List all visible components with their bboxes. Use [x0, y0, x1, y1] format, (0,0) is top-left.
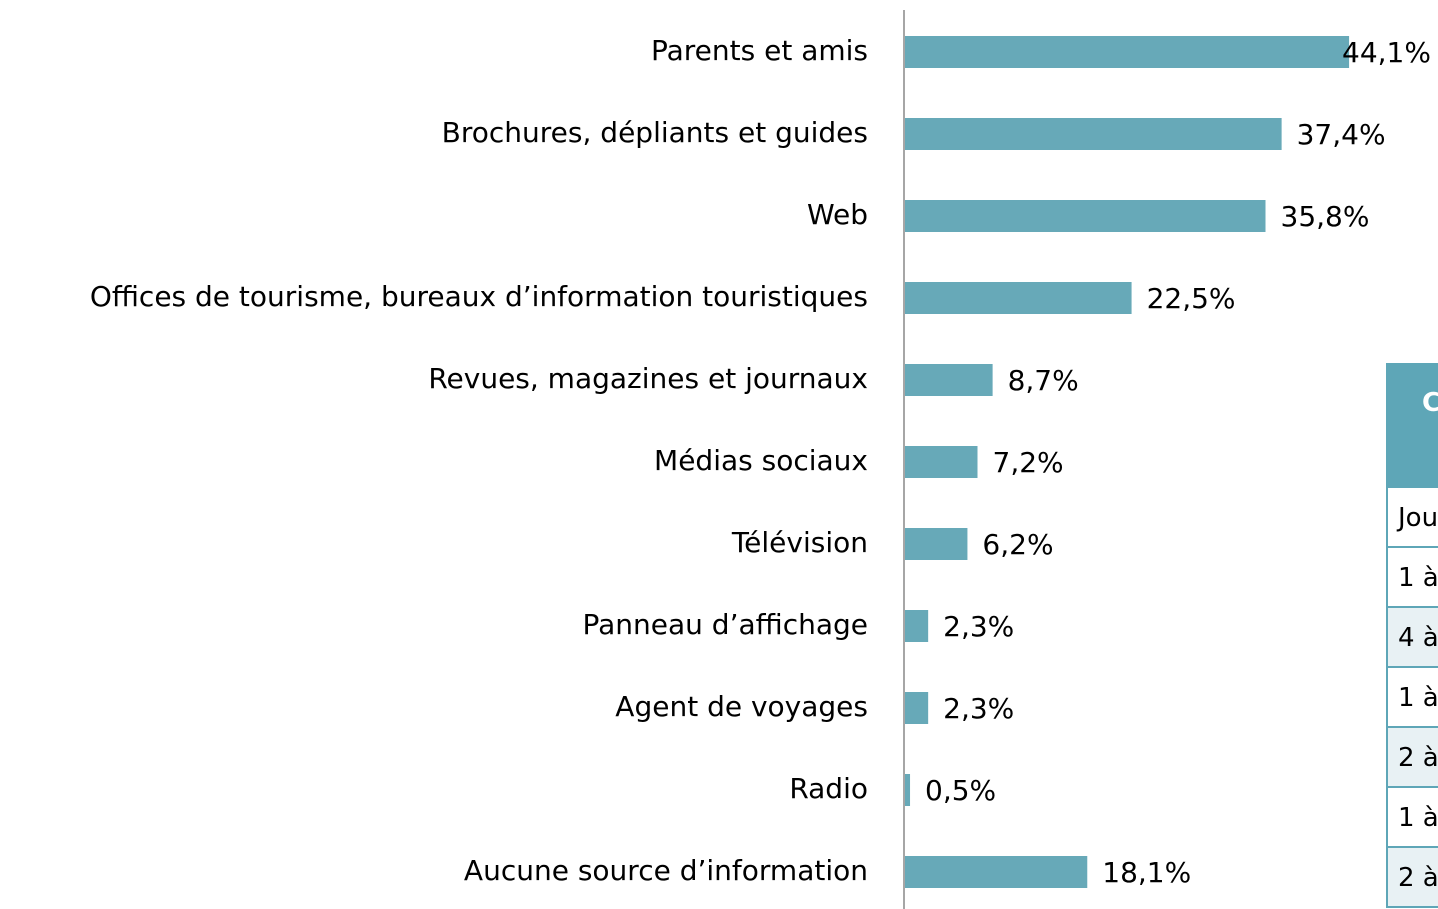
bar — [905, 36, 1350, 68]
bar — [905, 856, 1088, 888]
value-label: 35,8% — [1281, 200, 1370, 233]
value-label: 0,5% — [925, 774, 996, 807]
bar — [905, 282, 1132, 314]
category-label: Revues, magazines et journaux — [428, 362, 868, 395]
table-row: 1 à — [1388, 668, 1438, 728]
table-row: 1 à — [1388, 788, 1438, 848]
value-label: 2,3% — [943, 692, 1014, 725]
bar — [905, 446, 978, 478]
category-label: Panneau d’affichage — [582, 608, 868, 641]
category-label: Web — [807, 198, 868, 231]
value-label: 7,2% — [993, 446, 1064, 479]
category-label: Parents et amis — [651, 34, 868, 67]
category-label: Radio — [789, 772, 868, 805]
category-label: Télévision — [731, 526, 868, 559]
category-label: Brochures, dépliants et guides — [442, 116, 868, 149]
category-label: Médias sociaux — [654, 444, 868, 477]
bar — [905, 200, 1266, 232]
bar — [905, 610, 929, 642]
value-label: 37,4% — [1297, 118, 1386, 151]
table-row: 1 à — [1388, 548, 1438, 608]
value-label: 18,1% — [1102, 856, 1191, 889]
table-row: 4 à — [1388, 608, 1438, 668]
category-label: Aucune source d’information — [464, 854, 868, 887]
value-label: 44,1% — [1342, 36, 1431, 69]
category-label: Offices de tourisme, bureaux d’informati… — [90, 280, 868, 313]
value-label: 2,3% — [943, 610, 1014, 643]
table-header: C — [1388, 363, 1438, 488]
value-label: 6,2% — [982, 528, 1053, 561]
table-row: 2 à — [1388, 848, 1438, 908]
table-row: Jou — [1388, 488, 1438, 548]
value-label: 22,5% — [1147, 282, 1236, 315]
bar — [905, 364, 993, 396]
table-row: 2 à — [1388, 728, 1438, 788]
bar — [905, 774, 911, 806]
category-label: Agent de voyages — [615, 690, 868, 723]
bar — [905, 118, 1282, 150]
bar — [905, 528, 968, 560]
value-label: 8,7% — [1008, 364, 1079, 397]
bar — [905, 692, 929, 724]
